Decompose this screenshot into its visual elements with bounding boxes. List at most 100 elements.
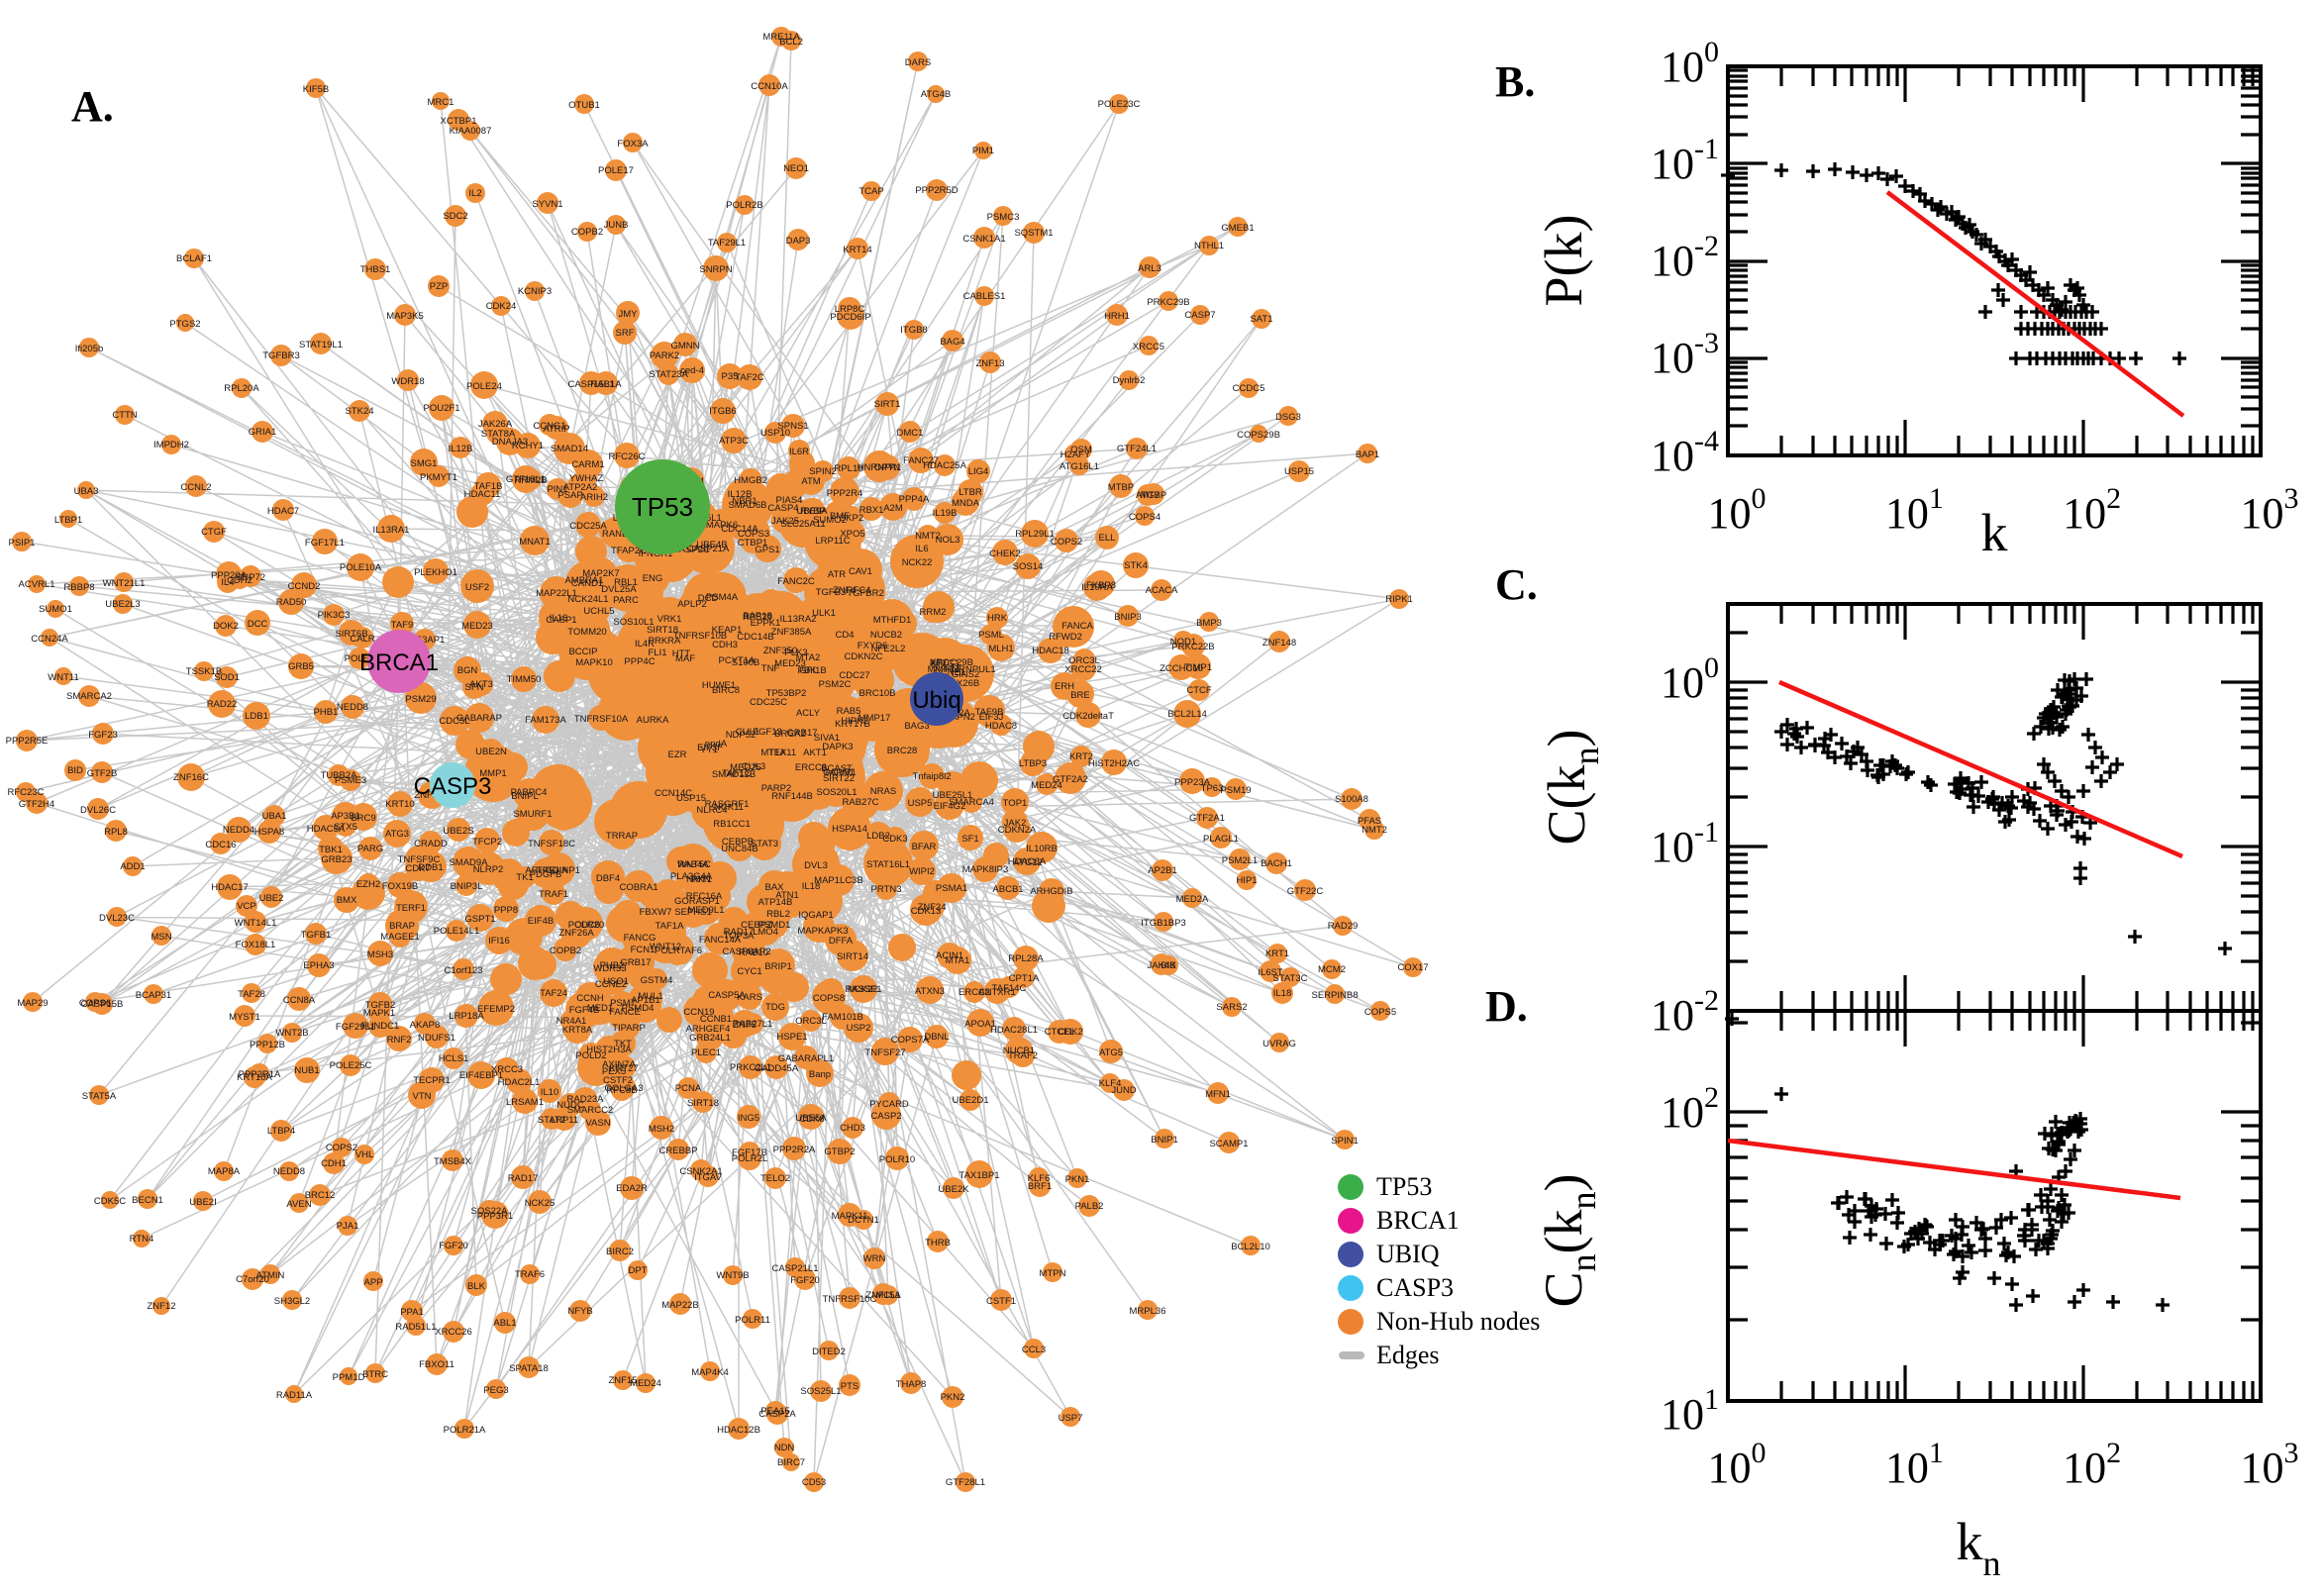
svg-text:Non-Hub nodes: Non-Hub nodes: [1376, 1307, 1540, 1336]
svg-text:CTBP1: CTBP1: [738, 538, 768, 549]
svg-text:EIF3J: EIF3J: [979, 712, 1004, 723]
svg-text:GRB5: GRB5: [288, 661, 314, 672]
svg-text:ERH: ERH: [1055, 681, 1074, 692]
svg-text:PLK3: PLK3: [784, 648, 807, 658]
svg-text:WNT9B: WNT9B: [716, 1270, 749, 1281]
svg-text:CDK5C: CDK5C: [94, 1196, 126, 1207]
svg-text:P(k): P(k): [1534, 215, 1593, 307]
svg-text:PRTN3: PRTN3: [871, 884, 902, 895]
svg-text:RASGRF1: RASGRF1: [705, 799, 750, 810]
svg-text:CASP2C: CASP2C: [672, 545, 710, 555]
svg-text:ORC3L: ORC3L: [1068, 655, 1100, 666]
svg-text:PLEKHO1: PLEKHO1: [414, 567, 457, 578]
svg-text:MAP4K4: MAP4K4: [691, 1367, 729, 1378]
svg-text:MSH2: MSH2: [649, 1124, 674, 1135]
svg-text:CCNL2: CCNL2: [180, 482, 211, 493]
svg-text:FXYD6: FXYD6: [858, 641, 888, 651]
svg-text:TBK1: TBK1: [319, 845, 343, 855]
svg-text:D.: D.: [1485, 982, 1528, 1031]
svg-text:ATP2A2: ATP2A2: [563, 482, 598, 493]
svg-text:PTTG1: PTTG1: [930, 658, 960, 669]
svg-text:ATXN3: ATXN3: [915, 986, 945, 997]
svg-text:EIF4G2: EIF4G2: [934, 801, 966, 812]
svg-text:Ifi205b: Ifi205b: [75, 344, 104, 354]
svg-text:SMARCC2: SMARCC2: [567, 1105, 613, 1116]
svg-text:KRT8A: KRT8A: [562, 1025, 593, 1036]
svg-text:UNC84B: UNC84B: [721, 844, 758, 854]
svg-text:ATG3: ATG3: [385, 829, 409, 840]
svg-text:POLE9: POLE9: [345, 653, 375, 664]
svg-text:HRH1: HRH1: [1104, 311, 1130, 322]
svg-text:JAK26A: JAK26A: [478, 419, 513, 430]
svg-text:CDKN2A: CDKN2A: [998, 825, 1037, 836]
svg-text:npdA: npdA: [705, 739, 728, 749]
svg-text:ABCB1: ABCB1: [992, 884, 1023, 895]
svg-text:VASN: VASN: [585, 1118, 610, 1129]
svg-text:CDC16: CDC16: [205, 840, 236, 850]
svg-text:SQSTM1: SQSTM1: [1014, 228, 1053, 239]
svg-text:COX17: COX17: [1397, 962, 1428, 973]
svg-text:RASSF1: RASSF1: [846, 984, 882, 995]
svg-text:S100A8: S100A8: [1335, 794, 1368, 805]
svg-text:UBE2I: UBE2I: [189, 1197, 216, 1208]
svg-text:CAV1: CAV1: [849, 566, 872, 577]
svg-text:DARS: DARS: [905, 57, 931, 68]
svg-text:TGFB2: TGFB2: [365, 1000, 396, 1011]
svg-text:POLE10A: POLE10A: [340, 562, 382, 573]
svg-text:SNRPN: SNRPN: [699, 264, 732, 275]
svg-text:JUNB: JUNB: [604, 220, 629, 231]
svg-text:HNRNPUL1: HNRNPUL1: [945, 664, 995, 675]
svg-text:SMARCA4: SMARCA4: [949, 797, 994, 808]
svg-text:GTF18L1: GTF18L1: [506, 474, 546, 485]
svg-text:ARHGEF4: ARHGEF4: [686, 1024, 731, 1035]
svg-text:EPPK1: EPPK1: [751, 618, 781, 629]
svg-text:POLE23C: POLE23C: [1098, 99, 1141, 110]
svg-text:TKT: TKT: [614, 1039, 632, 1049]
svg-text:RCHY1: RCHY1: [512, 441, 544, 451]
svg-text:APLP2: APLP2: [677, 599, 707, 610]
svg-text:PCNA: PCNA: [675, 1083, 702, 1094]
svg-text:HIST2H3A: HIST2H3A: [586, 1045, 632, 1055]
svg-text:PSMD1: PSMD1: [758, 920, 791, 931]
svg-text:RFC4: RFC4: [847, 585, 871, 596]
svg-text:KIAA0087: KIAA0087: [450, 126, 492, 137]
svg-text:USP5: USP5: [908, 798, 933, 809]
svg-text:FCN1: FCN1: [631, 945, 656, 955]
svg-text:MMP1: MMP1: [479, 768, 506, 779]
svg-text:PDCD6IP: PDCD6IP: [830, 312, 870, 323]
svg-text:NLRC4: NLRC4: [696, 805, 727, 816]
svg-text:PRKRA: PRKRA: [649, 636, 681, 647]
svg-text:MMP14: MMP14: [928, 664, 960, 675]
svg-text:KRT10: KRT10: [385, 799, 414, 810]
svg-text:BNIP3: BNIP3: [1114, 612, 1141, 623]
svg-text:BECN1: BECN1: [132, 1195, 163, 1206]
svg-text:ZNF11C: ZNF11C: [414, 790, 449, 801]
svg-text:UBE4B: UBE4B: [696, 540, 727, 550]
svg-text:HDAC6A: HDAC6A: [1008, 856, 1047, 867]
svg-text:DVL23C: DVL23C: [99, 913, 135, 924]
svg-text:DPT: DPT: [629, 1265, 648, 1276]
svg-text:CYC1: CYC1: [737, 966, 761, 977]
svg-text:CASP2: CASP2: [870, 1111, 901, 1122]
svg-text:PLEC1: PLEC1: [691, 1047, 721, 1058]
svg-text:CABLES1: CABLES1: [963, 291, 1006, 302]
svg-text:C(kn): C(kn): [1537, 730, 1606, 846]
svg-text:WDR33: WDR33: [593, 963, 626, 974]
svg-text:CASP7: CASP7: [1184, 310, 1215, 321]
svg-text:MSN: MSN: [151, 932, 171, 943]
svg-text:RNF2: RNF2: [387, 1035, 412, 1046]
svg-text:LTBR: LTBR: [959, 487, 982, 498]
svg-text:UBE2K: UBE2K: [938, 1184, 969, 1195]
svg-text:FGF23: FGF23: [88, 730, 118, 741]
svg-text:SAT1: SAT1: [1250, 314, 1272, 325]
svg-text:GTBP2: GTBP2: [824, 1147, 855, 1157]
svg-text:STAT3: STAT3: [751, 839, 778, 849]
svg-text:ZNF4: ZNF4: [833, 585, 857, 596]
svg-text:GOLGA3: GOLGA3: [604, 1083, 643, 1094]
svg-text:FAM173A: FAM173A: [525, 715, 566, 726]
svg-text:AKT3: AKT3: [469, 679, 493, 690]
svg-text:SLC25A11: SLC25A11: [780, 519, 825, 530]
svg-text:PYCARD: PYCARD: [869, 1099, 909, 1110]
svg-text:PTGS2: PTGS2: [169, 319, 200, 330]
svg-text:DBF4: DBF4: [596, 873, 620, 884]
